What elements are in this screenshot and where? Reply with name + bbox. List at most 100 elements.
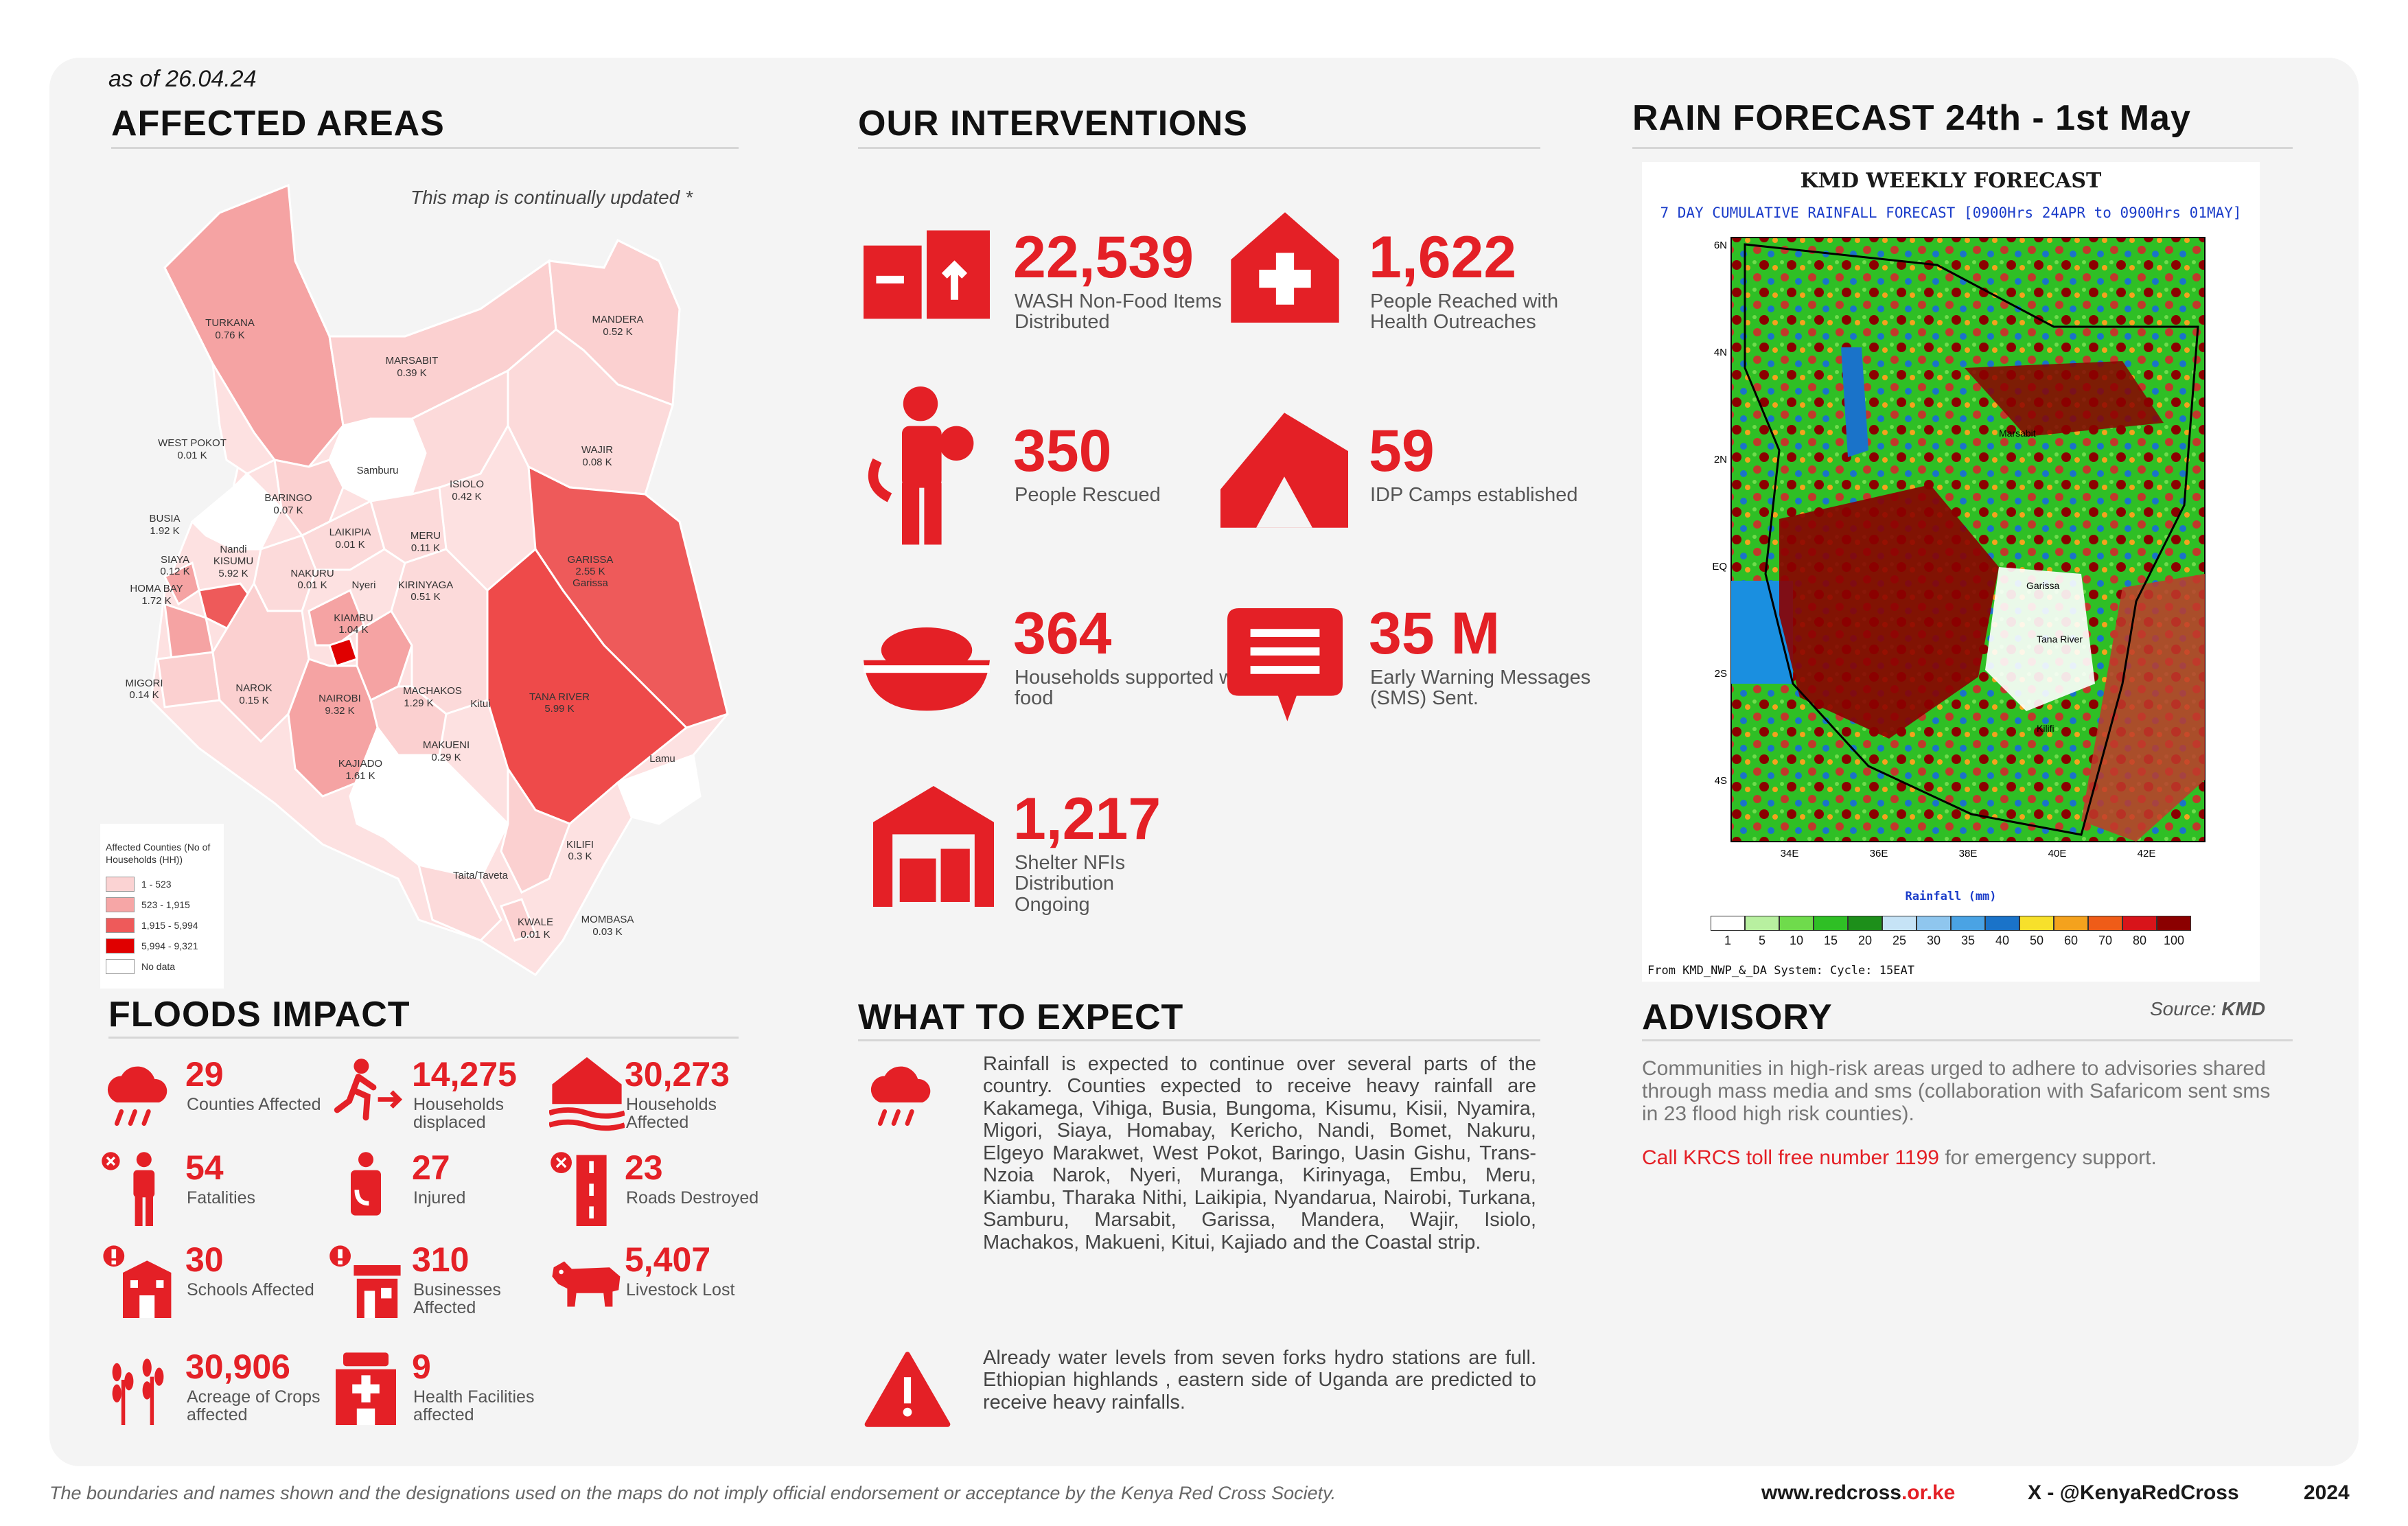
- map-label-kitui: Kitui: [470, 698, 490, 710]
- footer-year: 2024: [2304, 1481, 2350, 1504]
- map-legend: Affected Counties (No of Households (HH)…: [100, 824, 224, 989]
- affected-areas-rule: [111, 147, 739, 149]
- boxes-icon: [864, 227, 990, 323]
- map-value-west-pokot: 0.01 K: [177, 450, 207, 461]
- map-label-nakuru: NAKURU: [290, 568, 334, 579]
- hospital-icon: [328, 1350, 404, 1425]
- forecast-lat-tick: 4S: [1715, 775, 1727, 787]
- what-to-expect-title: WHAT TO EXPECT: [858, 997, 1184, 1037]
- expect-paragraph-water-levels: Already water levels from seven forks hy…: [983, 1347, 1536, 1413]
- interventions-rule: [858, 147, 1540, 149]
- intervention-label: Shelter NFIs Distribution Ongoing: [1015, 852, 1126, 916]
- colorbar-tick-label: 70: [2098, 934, 2113, 947]
- advisory-call: Call KRCS toll free number 1199 for emer…: [1642, 1146, 2287, 1170]
- intervention-number: 35 M: [1369, 601, 1501, 667]
- colorbar-tick-label: 15: [1823, 934, 1838, 947]
- lake-turkana: [1841, 347, 1868, 457]
- impact-number: 30,273: [625, 1055, 730, 1094]
- legend-label: 1 - 523: [141, 879, 172, 890]
- county-kilifi: [500, 765, 571, 894]
- colorbar-tick-label: 5: [1758, 934, 1766, 947]
- map-label-kiambu: KIAMBU: [334, 612, 373, 624]
- county-kajiado: [287, 658, 379, 798]
- map-label-lamu: Lamu: [649, 753, 675, 765]
- forecast-place-garissa: Garissa: [2026, 580, 2059, 591]
- map-label-turkana: TURKANA: [205, 317, 255, 329]
- colorbar-tick-label: 10: [1789, 934, 1804, 947]
- impact-label: Fatalities: [187, 1188, 256, 1207]
- footer-website-tld: .or.ke: [1901, 1481, 1956, 1504]
- map-label-mombasa: MOMBASA: [581, 914, 634, 925]
- shelter-icon: [873, 785, 994, 907]
- map-value-mandera: 0.52 K: [603, 326, 632, 338]
- map-value-kisumu: 5.92 K: [218, 568, 248, 579]
- impact-label: Businesses Affected: [413, 1280, 501, 1318]
- map-value-kilifi: 0.3 K: [568, 851, 592, 862]
- map-value-makueni: 0.29 K: [431, 752, 461, 763]
- impact-label: Roads Destroyed: [626, 1188, 759, 1207]
- intervention-label: IDP Camps established: [1370, 484, 1578, 506]
- map-value-isiolo: 0.42 K: [452, 491, 481, 502]
- forecast-lat-tick: 4N: [1714, 347, 1727, 358]
- map-legend-items: 1 - 523 523 - 1,915 1,915 - 5,994 5,994 - 9…: [100, 877, 224, 974]
- legend-label: 1,915 - 5,994: [141, 920, 198, 931]
- food-bowl-icon: [864, 619, 990, 714]
- legend-swatch: [106, 959, 135, 974]
- map-value-siaya: 0.12 K: [160, 566, 189, 577]
- colorbar-segment: [1779, 916, 1814, 931]
- colorbar-tick-label: 20: [1857, 934, 1873, 947]
- expect-paragraph-rainfall: Rainfall is expected to continue over se…: [983, 1053, 1536, 1253]
- source-name: KMD: [2221, 998, 2266, 1019]
- running-person-icon: [328, 1057, 404, 1133]
- map-legend-title: Affected Counties (No of Households (HH)…: [106, 842, 211, 865]
- warning-icon: [864, 1351, 951, 1428]
- county-isiolo: [410, 369, 509, 496]
- colorbar-segment: [1711, 916, 1745, 931]
- map-value-turkana: 0.76 K: [215, 330, 244, 341]
- kenya-affected-map: TURKANA 0.76 K MARSABIT 0.39 K MANDERA 0…: [126, 183, 729, 976]
- toll-free-number: Call KRCS toll free number 1199: [1642, 1146, 1939, 1169]
- colorbar-segment: [2019, 916, 2054, 931]
- legend-swatch: [106, 897, 135, 912]
- footer-website[interactable]: www.redcross.or.ke: [1761, 1481, 1955, 1505]
- forecast-lat-tick: 2S: [1715, 668, 1727, 680]
- cow-icon: [549, 1242, 625, 1318]
- map-label-tana-river: TANA RIVER: [529, 691, 590, 703]
- map-label-meru: MERU: [410, 530, 441, 542]
- map-label-siaya: SIAYA: [161, 554, 189, 566]
- legend-item: 5,994 - 9,321: [106, 938, 218, 953]
- sms-icon: [1227, 607, 1343, 725]
- injured-person-icon: [328, 1151, 404, 1226]
- footer-social-handle[interactable]: X - @KenyaRedCross: [2028, 1481, 2239, 1504]
- legend-item: No data: [106, 959, 218, 974]
- map-value-tana-river: 5.99 K: [544, 703, 574, 715]
- legend-item: 1 - 523: [106, 877, 218, 892]
- legend-label: 5,994 - 9,321: [141, 940, 198, 951]
- flooded-house-icon: [549, 1057, 625, 1133]
- map-value-nakuru: 0.01 K: [297, 579, 327, 591]
- impact-label: Schools Affected: [187, 1280, 314, 1299]
- rain-forecast-rule: [1632, 147, 2293, 149]
- advisory-title: ADVISORY: [1642, 997, 1833, 1037]
- map-label-wajir: WAJIR: [581, 444, 613, 456]
- map-label-homa-bay: HOMA BAY: [130, 583, 183, 594]
- forecast-lat-tick: EQ: [1712, 561, 1727, 573]
- map-label-garissa: GARISSA: [568, 554, 614, 566]
- impact-label: Households Affected: [626, 1095, 717, 1133]
- impact-label: Injured: [413, 1188, 466, 1207]
- floods-impact-title: FLOODS IMPACT: [108, 995, 410, 1034]
- map-value-meru: 0.11 K: [411, 542, 440, 554]
- impact-number: 27: [412, 1148, 450, 1187]
- colorbar-tick-label: 40: [1995, 934, 2010, 947]
- colorbar-segment: [1814, 916, 1848, 931]
- intervention-label: Early Warning Messages (SMS) Sent.: [1370, 667, 1591, 710]
- forecast-place-kilifi: Kilifi: [2037, 723, 2054, 734]
- report-date: as of 26.04.24: [108, 66, 257, 92]
- map-label-kajiado: KAJIADO: [338, 758, 382, 770]
- intervention-label: People Reached with Health Outreaches: [1370, 290, 1559, 334]
- colorbar-segment: [2054, 916, 2088, 931]
- colorbar-segment: [2122, 916, 2157, 931]
- forecast-colorbar-ticks: 1 5 10 15 20 25 30 35 40 50 60 70 80 100: [1711, 934, 2191, 951]
- advisory-text: Communities in high-risk areas urged to …: [1642, 1057, 2271, 1125]
- forecast-lat-tick: 6N: [1714, 240, 1727, 251]
